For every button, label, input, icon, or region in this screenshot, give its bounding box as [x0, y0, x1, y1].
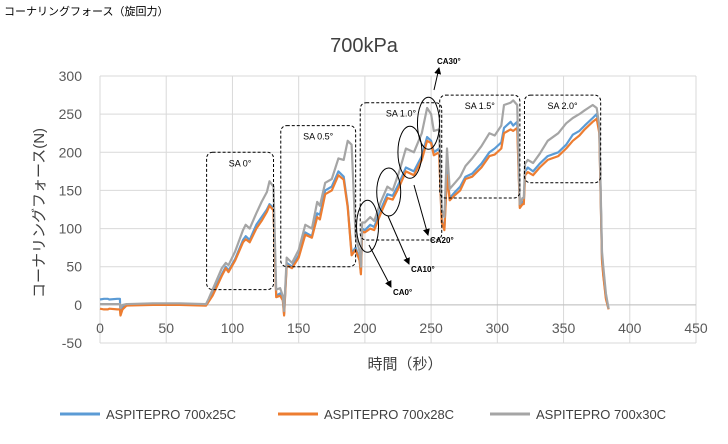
sweep-label: SA 0.5° [303, 132, 334, 142]
sweep-label: SA 1.5° [465, 101, 496, 111]
legend-label-2: ASPITEPRO 700x28C [324, 407, 454, 422]
x-tick-label: 350 [552, 320, 576, 336]
x-tick-label: 450 [684, 320, 708, 336]
camber-ellipse [376, 167, 402, 217]
y-tick-label: 0 [74, 297, 82, 313]
camber-ellipse [397, 125, 423, 179]
series-line-3 [100, 99, 610, 313]
y-tick-label: 150 [59, 182, 83, 198]
sweep-label: SA 2.0° [548, 101, 579, 111]
y-tick-label: -50 [62, 335, 82, 351]
legend-label-1: ASPITEPRO 700x25C [106, 407, 236, 422]
camber-arrow [433, 67, 442, 91]
series-lines [99, 99, 610, 317]
sweep-box [359, 102, 443, 241]
camber-arrow [413, 184, 430, 236]
sweep-box [439, 94, 521, 199]
x-tick-label: 0 [96, 320, 104, 336]
x-tick-label: 300 [486, 320, 510, 336]
sweep-box [523, 94, 602, 184]
camber-label: CA10° [411, 265, 435, 274]
sweep-box [280, 125, 357, 268]
sweep-label: SA 0° [229, 158, 252, 168]
x-tick-label: 150 [287, 320, 311, 336]
chart-title: 700kPa [330, 35, 399, 57]
x-tick-label: 200 [353, 320, 377, 336]
y-tick-label: 300 [59, 68, 83, 84]
camber-arrow [368, 244, 392, 288]
sweep-box [206, 151, 275, 291]
camber-label: CA30° [437, 57, 461, 66]
x-axis-label: 時間（秒） [367, 356, 442, 373]
sweep-label: SA 1.0° [386, 109, 417, 119]
x-tick-label: 100 [221, 320, 245, 336]
gridlines [99, 75, 697, 344]
camber-ellipse [356, 199, 380, 253]
camber-arrow [387, 215, 410, 265]
annotations: SA 0° SA 0.5° SA 1.0° SA 1.5° SA 2.0° CA0° CA1… [206, 57, 602, 297]
y-tick-label: 200 [59, 144, 83, 160]
y-axis-label: コーナリングフォース(N) [31, 128, 48, 298]
x-tick-label: 250 [419, 320, 443, 336]
page-heading: コーナリングフォース（旋回力） [4, 6, 169, 18]
camber-label: CA20° [430, 236, 454, 245]
tick-labels: -50 0 50 100 150 200 250 300 0 50 100 150 200 250 300 3… [59, 68, 708, 351]
y-tick-label: 100 [59, 221, 83, 237]
y-tick-label: 250 [59, 106, 83, 122]
y-tick-label: 50 [66, 259, 82, 275]
legend: ASPITEPRO 700x25C ASPITEPRO 700x28C ASPITE… [60, 407, 666, 422]
camber-label: CA0° [393, 288, 412, 297]
legend-label-3: ASPITEPRO 700x30C [536, 407, 666, 422]
x-tick-label: 400 [618, 320, 642, 336]
camber-ellipse [416, 96, 440, 150]
x-tick-label: 50 [158, 320, 174, 336]
